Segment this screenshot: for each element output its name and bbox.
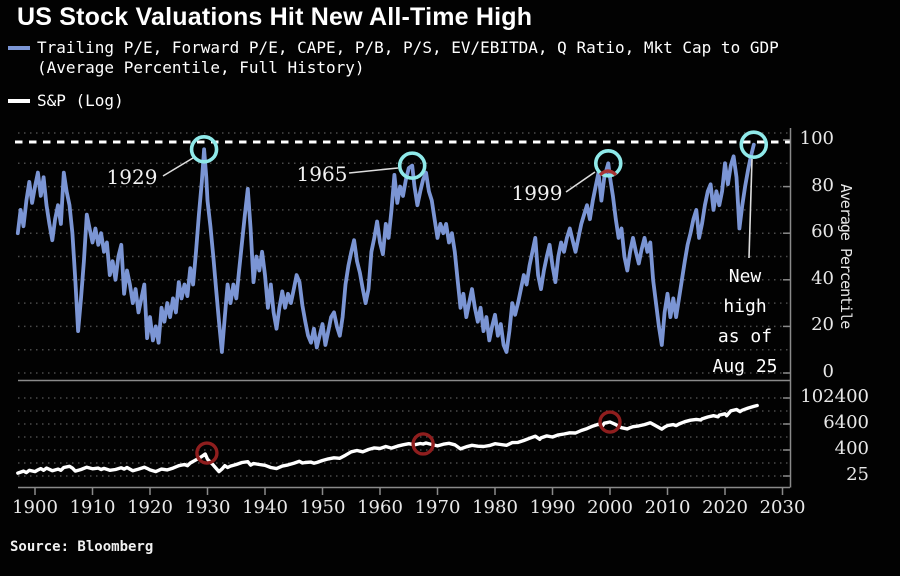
- leader-line-1929: [162, 157, 194, 177]
- legend-label-sp: S&P (Log): [37, 91, 124, 110]
- peak-circle-1966: [397, 151, 427, 180]
- right-axis-title: Average Percentile: [837, 183, 855, 329]
- legend-item-valuations: Trailing P/E, Forward P/E, CAPE, P/B, P/…: [8, 38, 779, 78]
- leader-line-1965: [348, 167, 399, 174]
- source-credit: Source: Bloomberg: [10, 539, 154, 555]
- sp-peak-circle-1930: [195, 441, 219, 465]
- leader-line-1999: [565, 171, 596, 193]
- legend-item-sp: S&P (Log): [8, 91, 779, 111]
- sp-peak-circle-1968: [411, 432, 435, 456]
- leader-line-new-high: [748, 158, 753, 259]
- peak-circle-2025: [739, 130, 769, 159]
- legend: Trailing P/E, Forward P/E, CAPE, P/B, P/…: [8, 38, 779, 111]
- legend-label-valuations: Trailing P/E, Forward P/E, CAPE, P/B, P/…: [37, 38, 779, 78]
- legend-label-valuations-line2: (Average Percentile, Full History): [37, 58, 365, 77]
- peak-circle-2000: [593, 149, 623, 178]
- legend-swatch-sp: [8, 99, 30, 103]
- sp-peak-circle-2000: [598, 410, 622, 434]
- legend-label-valuations-line1: Trailing P/E, Forward P/E, CAPE, P/B, P/…: [37, 38, 779, 57]
- page-title: US Stock Valuations Hit New All-Time Hig…: [17, 3, 533, 31]
- legend-swatch-valuations: [8, 46, 30, 50]
- sp-log-line: [16, 403, 759, 475]
- peak-circle-1929: [189, 135, 219, 164]
- red-mark-1999: [598, 169, 618, 177]
- valuation-percentile-line: [15, 142, 756, 354]
